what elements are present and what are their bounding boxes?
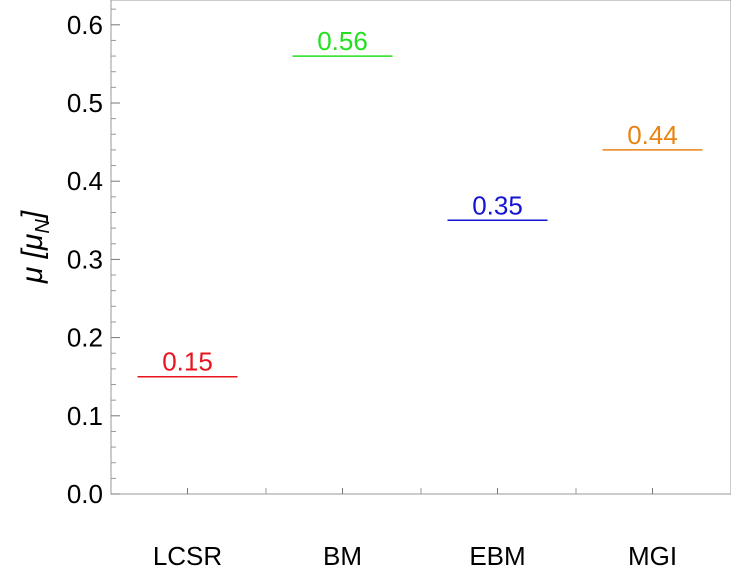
category-label-ebm: EBM (469, 541, 525, 571)
y-tick-label: 0.6 (67, 10, 103, 40)
y-tick-label: 0.4 (67, 166, 103, 196)
y-axis-label-sub: N (32, 219, 54, 234)
y-axis-label-main: μ [μ (16, 234, 49, 285)
category-label-mgi: MGI (628, 541, 677, 571)
category-labels: LCSR BM EBM MGI (153, 541, 677, 571)
value-label-bm: 0.56 (317, 26, 368, 56)
y-tick-label: 0.0 (67, 479, 103, 509)
y-tick-label: 0.5 (67, 88, 103, 118)
plot-frame (110, 0, 731, 495)
y-axis-ticks: 0.0 0.1 0.2 0.3 0.4 0.5 0.6 (67, 8, 120, 509)
y-axis-label: μ [μN] (16, 210, 54, 284)
y-tick-label: 0.1 (67, 401, 103, 431)
x-axis-ticks (187, 488, 653, 494)
y-tick-label: 0.3 (67, 244, 103, 274)
value-label-mgi: 0.44 (627, 120, 678, 150)
y-tick-label: 0.2 (67, 323, 103, 353)
value-label-lcsr: 0.15 (162, 347, 213, 377)
data-marks: 0.15 0.56 0.35 0.44 (137, 26, 703, 378)
category-label-lcsr: LCSR (153, 541, 222, 571)
y-axis-label-close: ] (16, 210, 49, 222)
category-label-bm: BM (323, 541, 362, 571)
value-label-ebm: 0.35 (472, 190, 523, 220)
